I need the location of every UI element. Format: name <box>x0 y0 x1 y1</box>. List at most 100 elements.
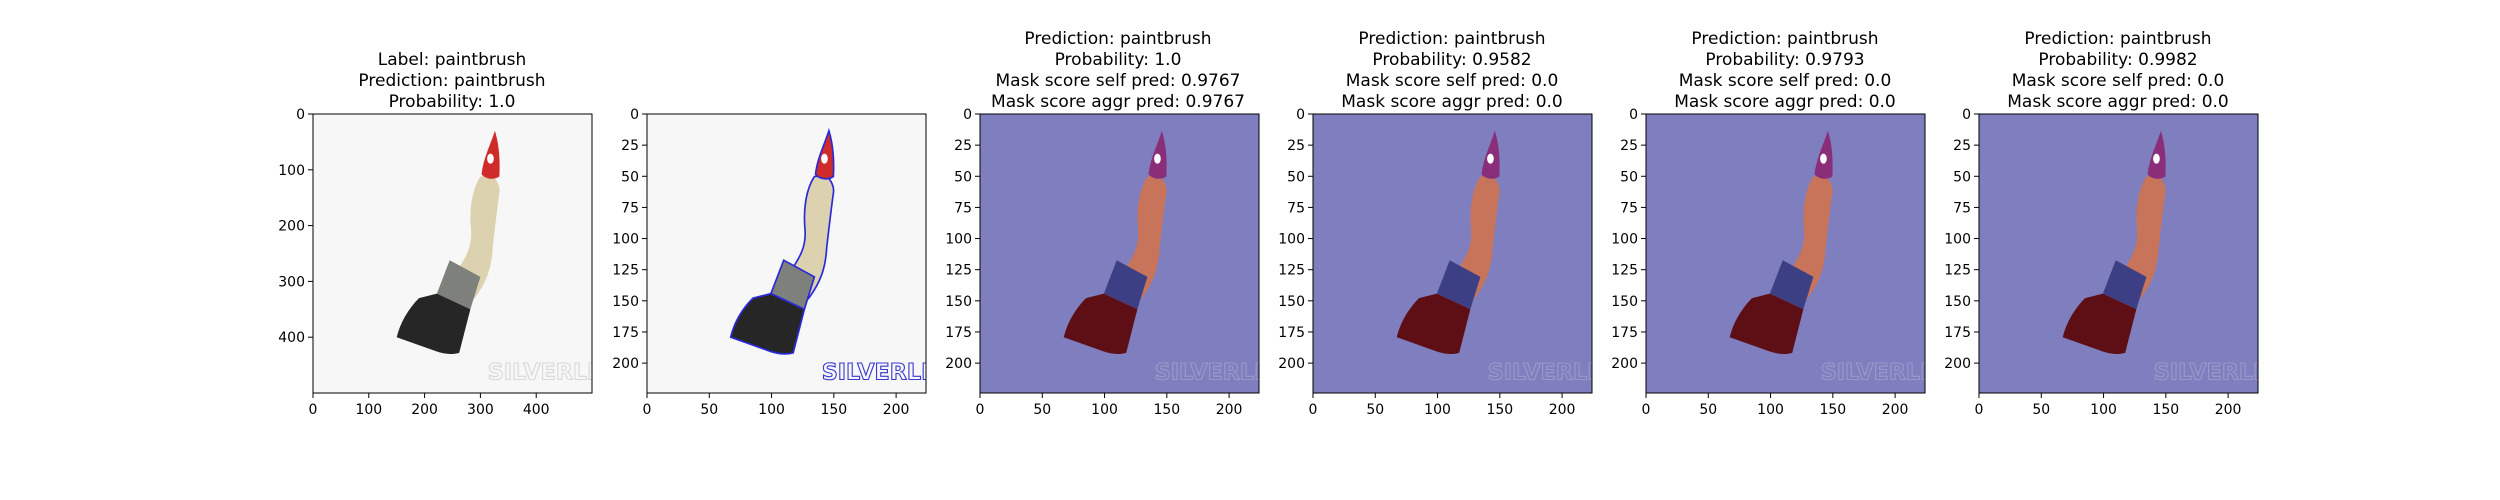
axes-frame <box>1312 113 1593 394</box>
y-tick-label: 75 <box>1953 200 1971 216</box>
watermark-text: SILVERLINE <box>2154 360 2296 386</box>
y-tick-label: 25 <box>1953 138 1971 154</box>
axes-frame <box>979 113 1260 394</box>
x-tick-label: 50 <box>1366 402 1384 418</box>
y-tick-label: 50 <box>1953 169 1971 185</box>
y-tick-label: 150 <box>1278 294 1305 310</box>
panel-5-title: Prediction: paintbrush Probability: 0.979… <box>1615 29 1955 113</box>
panel-title-line: Mask score self pred: 0.0 <box>1678 71 1892 91</box>
y-tick-label: 100 <box>1278 232 1305 248</box>
x-tick-label: 100 <box>1091 402 1118 418</box>
x-tick-label: 0 <box>643 402 652 418</box>
brush-bristles <box>1729 293 1804 355</box>
x-tick-label: 0 <box>976 402 985 418</box>
brush-hang-hole <box>1154 153 1161 164</box>
axes-frame <box>312 113 593 394</box>
x-tick-label: 0 <box>309 402 318 418</box>
y-tick-label: 0 <box>296 107 305 123</box>
x-tick-label: 100 <box>355 402 382 418</box>
panel-title-line: Label: paintbrush <box>377 50 527 70</box>
y-tick-label: 50 <box>621 169 639 185</box>
panel-image: SILVERLINE <box>1313 114 1592 393</box>
x-tick-label: 100 <box>2090 402 2117 418</box>
brush-bristles <box>396 293 471 355</box>
y-tick-label: 50 <box>1287 169 1305 185</box>
y-tick-label: 75 <box>1620 200 1638 216</box>
x-tick-label: 200 <box>1549 402 1576 418</box>
brush-hang-hole <box>821 153 828 164</box>
watermark-text: SILVERLINE <box>1155 360 1297 386</box>
y-tick-label: 300 <box>278 274 305 290</box>
brush-hang-hole <box>487 153 494 164</box>
x-tick-label: 200 <box>1882 402 1909 418</box>
y-tick-label: 75 <box>1287 200 1305 216</box>
y-tick-label: 150 <box>1611 294 1638 310</box>
x-tick-label: 0 <box>1642 402 1651 418</box>
panel-title-line: Mask score aggr pred: 0.0 <box>1674 92 1896 112</box>
x-tick-label: 150 <box>2152 402 2179 418</box>
panel-6: SILVERLINE 0 50 100 150 200 0 25 50 75 100 125 150 17… <box>1944 107 2296 418</box>
panel-2: SILVERLINE 0 50 100 150 200 0 25 50 75 100 125 150 17… <box>612 107 927 418</box>
panel-title-line: Probability: 0.9982 <box>2038 50 2198 70</box>
brush-bristles <box>2062 293 2137 355</box>
y-tick-label: 100 <box>1944 232 1971 248</box>
panel-title-line: Prediction: paintbrush <box>2024 29 2212 49</box>
panel-3-title: Prediction: paintbrush Probability: 1.0 Ma… <box>948 29 1288 113</box>
brush-ferrule <box>1769 260 1814 310</box>
panel-title-line: Mask score aggr pred: 0.9767 <box>991 92 1245 112</box>
y-tick-label: 0 <box>963 107 972 123</box>
y-tick-label: 150 <box>612 294 639 310</box>
brush-ferrule <box>2102 260 2147 310</box>
x-tick-label: 150 <box>1819 402 1846 418</box>
panel-image: SILVERLINE <box>313 114 630 393</box>
y-tick-label: 175 <box>1278 325 1305 341</box>
panel-3: SILVERLINE 0 50 100 150 200 0 25 50 75 100 125 150 17… <box>945 107 1297 418</box>
panel-title-line: Mask score aggr pred: 0.0 <box>2007 92 2229 112</box>
panel-image: SILVERLINE <box>980 114 1297 393</box>
y-tick-label: 175 <box>1944 325 1971 341</box>
brush-bristles <box>1063 293 1138 355</box>
panel-title-line: Mask score self pred: 0.0 <box>1345 71 1559 91</box>
y-tick-label: 175 <box>612 325 639 341</box>
panel-title-line: Prediction: paintbrush <box>1024 29 1212 49</box>
y-tick-label: 75 <box>621 200 639 216</box>
axes-frame <box>1645 113 1926 394</box>
x-tick-label: 150 <box>1486 402 1513 418</box>
brush-hang-hole <box>1820 153 1827 164</box>
x-tick-label: 400 <box>523 402 550 418</box>
panel-title-line: Mask score self pred: 0.0 <box>2011 71 2225 91</box>
panel-title-line: Probability: 1.0 <box>388 92 516 112</box>
x-tick-label: 50 <box>700 402 718 418</box>
panel-6-title: Prediction: paintbrush Probability: 0.998… <box>1948 29 2288 113</box>
x-tick-label: 50 <box>2032 402 2050 418</box>
panel-1: SILVERLINE 0 100 200 300 400 0 100 200 300 400 <box>278 107 630 418</box>
x-tick-label: 300 <box>467 402 494 418</box>
y-tick-label: 150 <box>1944 294 1971 310</box>
y-tick-label: 125 <box>1278 263 1305 279</box>
y-tick-label: 25 <box>954 138 972 154</box>
brush-hang-hole <box>2153 153 2160 164</box>
x-tick-label: 150 <box>1153 402 1180 418</box>
panel-title-line: Mask score aggr pred: 0.0 <box>1341 92 1563 112</box>
y-tick-label: 25 <box>1620 138 1638 154</box>
y-tick-label: 0 <box>1296 107 1305 123</box>
brush-ferrule <box>436 260 481 310</box>
y-tick-label: 0 <box>1962 107 1971 123</box>
y-tick-label: 0 <box>630 107 639 123</box>
y-tick-label: 100 <box>278 163 305 179</box>
x-tick-label: 200 <box>1216 402 1243 418</box>
y-tick-label: 125 <box>945 263 972 279</box>
y-tick-label: 175 <box>945 325 972 341</box>
brush-ferrule <box>1103 260 1148 310</box>
panel-title-line: Probability: 1.0 <box>1054 50 1182 70</box>
panel-title-line: Prediction: paintbrush <box>1358 29 1546 49</box>
brush-bristles <box>729 292 806 355</box>
y-tick-label: 200 <box>945 356 972 372</box>
x-tick-label: 200 <box>2215 402 2242 418</box>
panel-4: SILVERLINE 0 50 100 150 200 0 25 50 75 100 125 150 17… <box>1278 107 1593 418</box>
watermark-text: SILVERLINE <box>488 360 630 386</box>
y-tick-label: 25 <box>621 138 639 154</box>
x-tick-label: 0 <box>1309 402 1318 418</box>
y-tick-label: 400 <box>278 330 305 346</box>
